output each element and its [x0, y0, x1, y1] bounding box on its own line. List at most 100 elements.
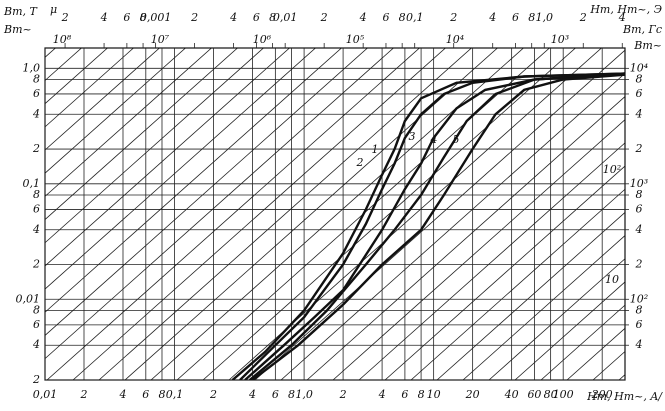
- y2-tick-label: 10²: [630, 292, 648, 305]
- x2-tick-label: 0,01: [273, 11, 298, 24]
- permeability-line: [410, 188, 625, 380]
- y-tick-label: 8: [33, 303, 40, 316]
- permeability-line: [45, 48, 109, 105]
- y2-tick-label: 8: [636, 73, 643, 86]
- permeability-line: [280, 72, 625, 380]
- permeability-line: [0, 0, 201, 380]
- x2-tick-label: 0,1: [406, 11, 424, 24]
- curve-label: 5: [453, 133, 460, 146]
- permeability-line: [384, 165, 625, 380]
- mu-value-label: 10⁶: [253, 33, 272, 46]
- x2-tick-label: 4: [618, 11, 626, 24]
- x2-tick-label: 6: [123, 11, 130, 24]
- x-tick-label: 4: [248, 388, 256, 401]
- y-tick-label: 6: [33, 87, 40, 100]
- x2-tick-label: 6: [512, 11, 519, 24]
- x2-tick-label: 8: [269, 11, 276, 24]
- y2-tick-label: 2: [635, 142, 643, 155]
- y2-axis-label-2: Bm~: [633, 39, 662, 52]
- mu-value-label: 10²: [603, 163, 621, 176]
- permeability-line: [566, 327, 625, 380]
- x-tick-label: 40: [504, 388, 519, 401]
- y2-tick-label: 4: [635, 107, 643, 120]
- y2-tick-label: 10³: [630, 177, 648, 190]
- permeability-line: [45, 48, 83, 82]
- mu-label: μ: [50, 3, 57, 16]
- x2-tick-label: 4: [100, 11, 108, 24]
- x2-tick-label: 2: [449, 11, 457, 24]
- y2-tick-label: 6: [636, 318, 643, 331]
- x-tick-label: 2: [339, 388, 347, 401]
- x-tick-label: 1,0: [295, 388, 313, 401]
- x-tick-label: 4: [378, 388, 386, 401]
- curve-label: 3: [409, 130, 416, 143]
- y-tick-label: 4: [32, 107, 40, 120]
- x2-tick-label: 8: [140, 11, 147, 24]
- y2-tick-label: 6: [636, 202, 643, 215]
- y-tick-label: 4: [32, 223, 40, 236]
- y-tick-label: 2: [32, 258, 40, 271]
- permeability-line: [45, 48, 135, 128]
- y-tick-label: 6: [33, 202, 40, 215]
- x-tick-label: 6: [272, 388, 279, 401]
- x2-tick-label: 0,001: [140, 11, 172, 24]
- x2-tick-label: 2: [320, 11, 328, 24]
- permeability-line: [0, 0, 357, 380]
- permeability-line: [0, 0, 279, 380]
- plot-frame: [44, 47, 626, 381]
- permeability-line: [0, 0, 331, 380]
- y-tick-label: 2: [32, 373, 40, 386]
- curve-label: 1: [372, 143, 379, 156]
- x2-tick-label: 4: [488, 11, 496, 24]
- x2-tick-label: 6: [382, 11, 389, 24]
- y-tick-label: 0,01: [16, 292, 41, 305]
- y2-tick-label: 4: [635, 338, 643, 351]
- y-axis-label-2: Bm~: [3, 23, 32, 36]
- magnetization-curve: [248, 72, 625, 380]
- permeability-line: [0, 0, 149, 380]
- y2-tick-label: 6: [636, 87, 643, 100]
- permeability-line: [45, 48, 57, 58]
- x-tick-label: 4: [118, 388, 126, 401]
- x-tick-label: 80: [544, 388, 558, 401]
- permeability-line: [462, 235, 625, 380]
- x-tick-label: 2: [209, 388, 217, 401]
- permeability-line: [436, 211, 625, 380]
- y-tick-label: 6: [33, 318, 40, 331]
- x-tick-label: 100: [553, 388, 574, 401]
- x-tick-label: 6: [142, 388, 149, 401]
- permeability-line: [358, 142, 625, 380]
- permeability-line: [540, 304, 625, 380]
- permeability-line: [0, 0, 175, 380]
- mu-value-label: 10⁴: [446, 33, 464, 46]
- permeability-line: [45, 48, 187, 174]
- mu-value-label: 10⁸: [53, 33, 72, 46]
- permeability-line: [332, 119, 625, 380]
- x-tick-label: 6: [401, 388, 408, 401]
- permeability-line: [645, 0, 665, 380]
- permeability-line: [45, 48, 213, 197]
- y-axis-label: Bm, T: [3, 5, 39, 18]
- permeability-line: [45, 48, 161, 151]
- x-tick-label: 8: [288, 388, 295, 401]
- x2-tick-label: 8: [399, 11, 406, 24]
- x-tick-label: 200: [591, 388, 613, 401]
- y-tick-label: 1,0: [23, 61, 41, 74]
- permeability-line: [150, 48, 525, 380]
- x-tick-label: 60: [527, 388, 541, 401]
- mu-value-label: 10: [605, 273, 619, 286]
- x2-tick-label: 2: [190, 11, 198, 24]
- permeability-line: [514, 281, 625, 380]
- magnetization-curve: [251, 73, 625, 380]
- x2-tick-label: 8: [528, 11, 535, 24]
- magnetization-curve: [231, 72, 625, 380]
- x2-tick-label: 4: [359, 11, 367, 24]
- magnetization-curve: [244, 72, 625, 380]
- y-tick-label: 2: [32, 142, 40, 155]
- x-tick-label: 2: [79, 388, 87, 401]
- x2-tick-label: 2: [61, 11, 69, 24]
- x-tick-label: 0,01: [33, 388, 58, 401]
- y2-tick-label: 2: [635, 258, 643, 271]
- x2-tick-label: 4: [229, 11, 237, 24]
- permeability-line: [306, 96, 625, 380]
